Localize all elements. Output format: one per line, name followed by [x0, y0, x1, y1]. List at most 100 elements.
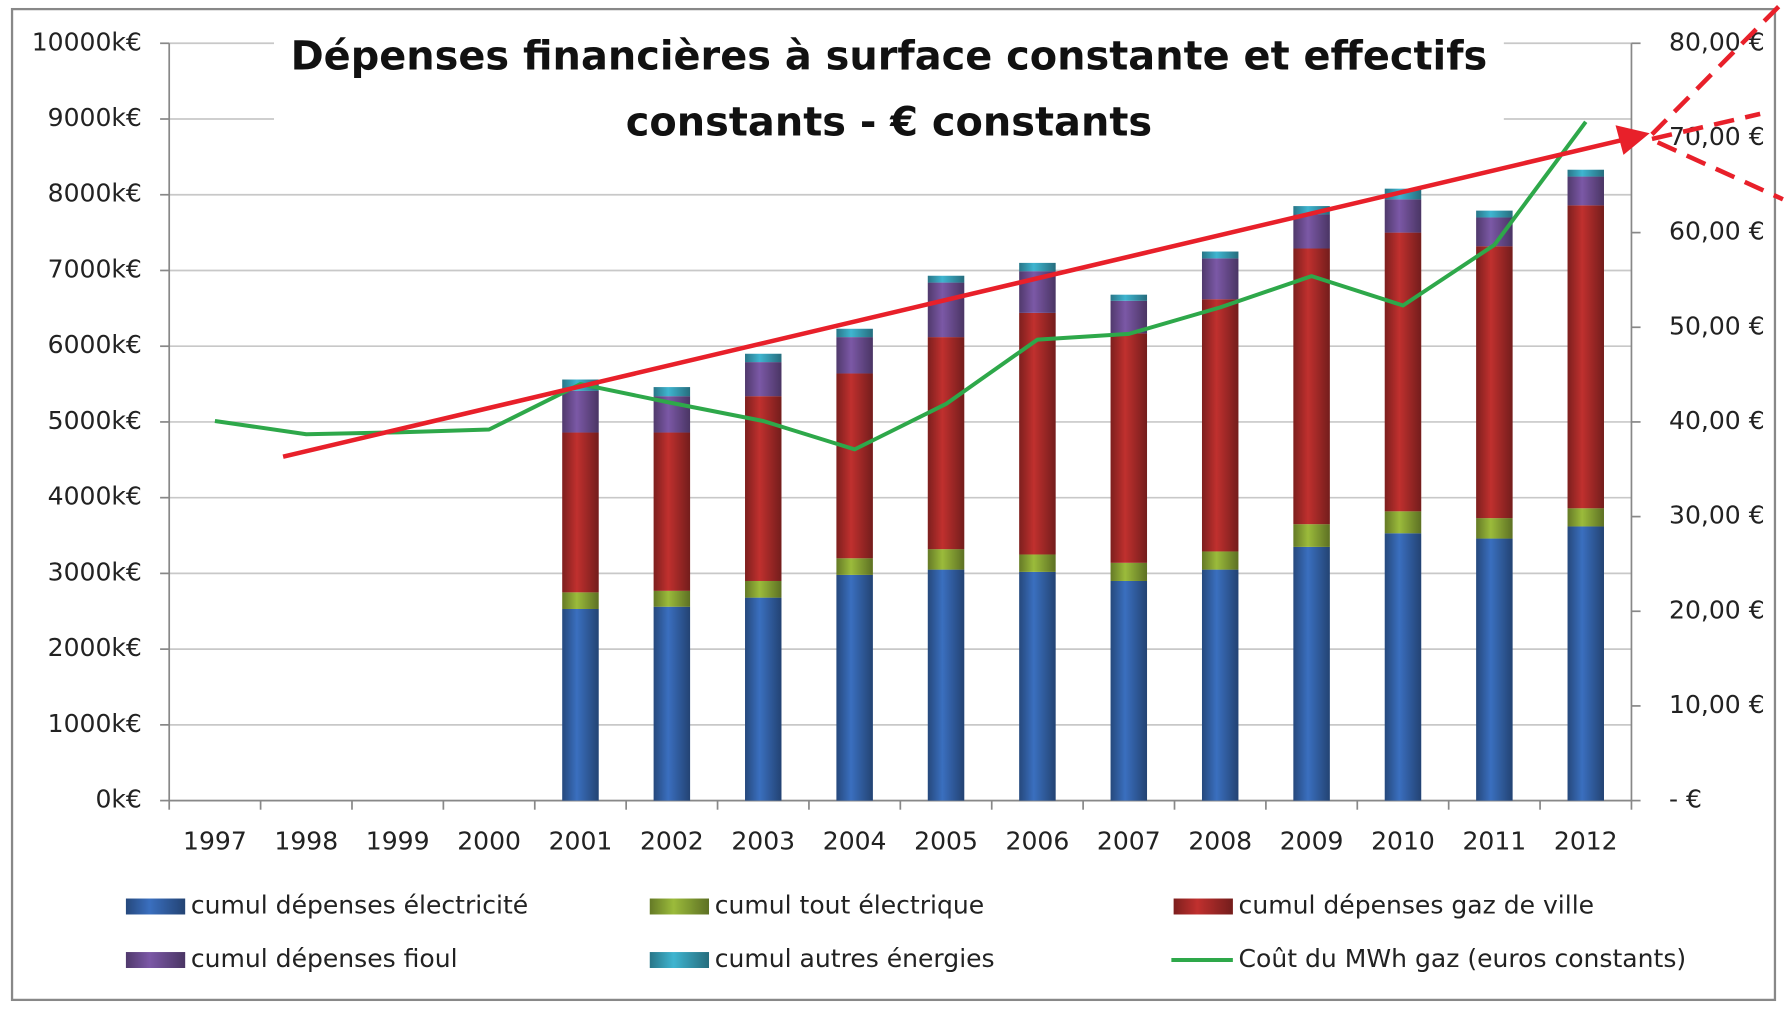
bar-shade: [1110, 562, 1148, 581]
y-tick-label: 5000k€: [48, 406, 142, 435]
legend-label: cumul autres énergies: [715, 944, 995, 973]
bar-shade: [1019, 262, 1056, 272]
x-tick-label: 2008: [1188, 827, 1252, 856]
y2-tick-label: 60,00 €: [1669, 217, 1765, 246]
bar-shade: [1293, 524, 1330, 547]
bar-shade: [745, 353, 782, 363]
bar-shade: [1476, 518, 1513, 539]
bar-shade: [1384, 533, 1422, 801]
legend-label: cumul dépenses fioul: [191, 944, 458, 973]
y-tick-label: 8000k€: [48, 179, 142, 208]
title-area: Dépenses financières à surface constante…: [273, 22, 1504, 158]
y2-tick-label: 80,00 €: [1669, 27, 1765, 56]
bar-shade: [562, 390, 599, 433]
bar-shade: [927, 337, 965, 550]
marks: [214, 120, 1604, 801]
bar-shade: [653, 590, 691, 607]
y-tick-label: 10000k€: [32, 27, 142, 56]
bar-shade: [1201, 251, 1239, 259]
bar-shade: [653, 387, 691, 397]
y2-tick-label: 30,00 €: [1669, 501, 1765, 530]
bar-shade: [1110, 580, 1148, 801]
bar-shade: [1476, 538, 1513, 801]
y2-tick-label: - €: [1669, 785, 1702, 814]
x-tick-label: 2000: [457, 827, 521, 856]
bar-shade: [745, 580, 782, 598]
x-tick-label: 2004: [823, 827, 887, 856]
bar-shade: [1567, 169, 1604, 177]
bar-shade: [927, 569, 965, 801]
legend-label: cumul dépenses gaz de ville: [1239, 891, 1595, 920]
bar-shade: [1567, 526, 1604, 801]
y2-tick-label: 40,00 €: [1669, 406, 1765, 435]
bar-shade: [1567, 176, 1604, 206]
bar-shade: [1476, 210, 1513, 218]
bar-shade: [836, 337, 873, 374]
legend-swatch-shade: [125, 952, 186, 969]
x-tick-label: 2012: [1554, 827, 1618, 856]
x-tick-label: 2001: [549, 827, 613, 856]
bar-shade: [927, 282, 965, 338]
y-tick-label: 3000k€: [48, 557, 142, 586]
bar-shade: [1201, 569, 1239, 801]
bar-shade: [1201, 299, 1239, 552]
bar-shade: [745, 597, 782, 801]
y-tick-label: 2000k€: [48, 633, 142, 662]
bar-shade: [1476, 246, 1513, 519]
x-tick-label: 1999: [366, 827, 430, 856]
bar-shade: [1384, 511, 1422, 534]
y2-tick-label: 10,00 €: [1669, 690, 1765, 719]
x-tick-label: 2009: [1280, 827, 1344, 856]
x-tick-label: 2011: [1462, 827, 1526, 856]
line-series: [214, 120, 1588, 452]
bar-shade: [745, 396, 782, 581]
bar-shade: [927, 275, 965, 283]
y-tick-label: 0k€: [95, 785, 141, 814]
y-tick-label: 6000k€: [48, 330, 142, 359]
dashed-line: [1651, 111, 1761, 142]
legend-swatch-shade: [1173, 898, 1233, 915]
x-tick-label: 2007: [1097, 827, 1161, 856]
bar-shade: [1384, 199, 1422, 233]
x-tick-label: 2006: [1006, 827, 1070, 856]
x-tick-label: 1997: [183, 827, 247, 856]
y-tick-label: 9000k€: [48, 103, 142, 132]
bar-shade: [562, 432, 599, 593]
x-tick-label: 2010: [1371, 827, 1435, 856]
bar-shade: [745, 362, 782, 397]
bar-shade: [1110, 333, 1148, 563]
bar-shade: [1293, 214, 1330, 249]
bar-shade: [1110, 294, 1148, 301]
x-tick-label: 2005: [914, 827, 978, 856]
legend-swatch-shade: [125, 898, 186, 915]
bar-shade: [1567, 508, 1604, 527]
y2-tick-label: 70,00 €: [1669, 122, 1765, 151]
bar-shade: [1110, 300, 1148, 334]
x-tick-label: 2002: [640, 827, 704, 856]
bar-shade: [1293, 248, 1330, 525]
legend-label: cumul dépenses électricité: [191, 891, 528, 920]
bar-shade: [836, 558, 873, 575]
legend: cumul dépenses électricité cumul tout éle…: [125, 891, 1687, 973]
bar-shade: [1384, 232, 1422, 512]
bar-shade: [836, 373, 873, 559]
bar-shade: [1201, 258, 1239, 300]
bar-shade: [653, 606, 691, 801]
bar-shade: [1201, 551, 1239, 570]
y2-tick-label: 20,00 €: [1669, 595, 1765, 624]
legend-swatch-shade: [649, 898, 710, 915]
bar-shade: [562, 608, 599, 801]
legend-label: Coût du MWh gaz (euros constants): [1239, 944, 1687, 973]
bar-shade: [1293, 206, 1330, 215]
bar-shade: [653, 432, 691, 591]
bar-shade: [927, 549, 965, 570]
legend-label: cumul tout électrique: [715, 891, 984, 920]
trend-line: [282, 136, 1628, 459]
trend-annotation: [282, 0, 1785, 459]
y2-tick-label: 50,00 €: [1669, 311, 1765, 340]
y-tick-label: 7000k€: [48, 254, 142, 283]
legend-swatch-shade: [649, 952, 710, 969]
bar-shade: [836, 574, 873, 801]
